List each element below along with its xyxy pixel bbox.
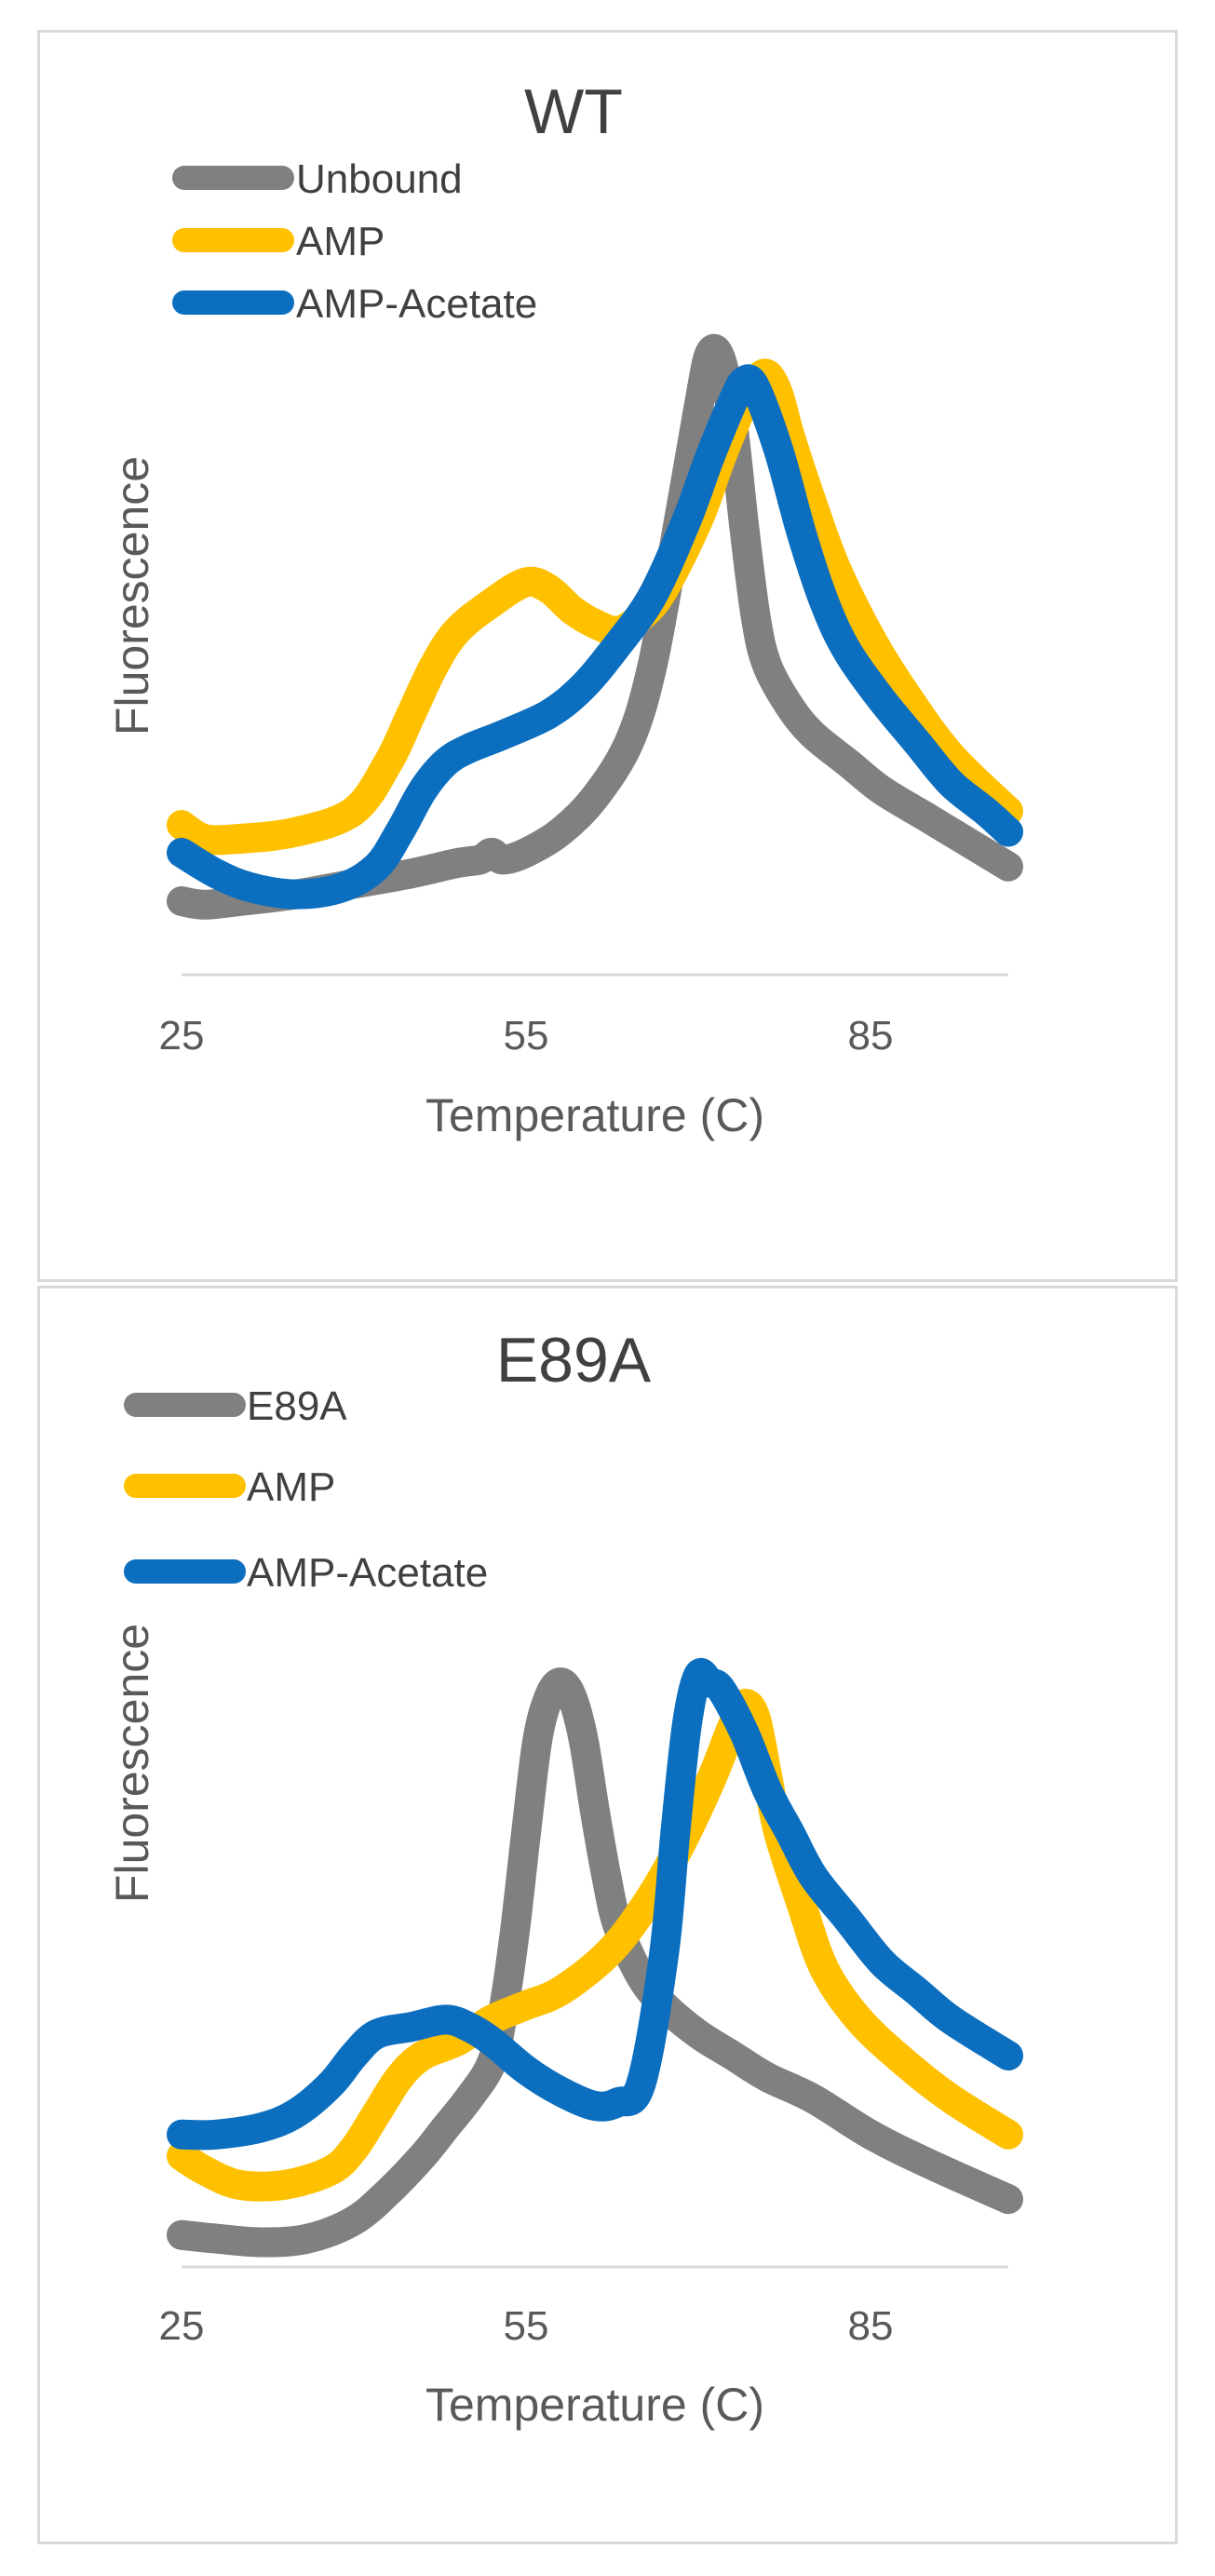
x-tick-label-85: 85 xyxy=(848,1013,894,1059)
legend-label-e89a: E89A xyxy=(247,1383,347,1429)
chart-e89a-svg: E89A E89A AMP AMP-Acetate 25 55 85 Tempe… xyxy=(106,1325,1023,2431)
x-tick-label-55: 55 xyxy=(504,2303,549,2349)
x-tick-label-25: 25 xyxy=(159,1013,205,1059)
plot-area xyxy=(167,334,1023,920)
y-axis-title: Fluorescence xyxy=(106,1624,158,1903)
legend-label-amp-acetate: AMP-Acetate xyxy=(247,1550,488,1596)
chart-title: E89A xyxy=(496,1325,652,1396)
legend-label-unbound: Unbound xyxy=(296,156,463,202)
chart-wt-svg: WT Unbound AMP AMP-Acetate 25 55 85 Temp… xyxy=(106,76,1023,1141)
legend: E89A AMP AMP-Acetate xyxy=(124,1383,488,1596)
chart-panel-wt: WT Unbound AMP AMP-Acetate 25 55 85 Temp… xyxy=(37,30,1178,1282)
series-line-amp xyxy=(167,358,1023,856)
series-line-amp-acetate xyxy=(167,364,1023,910)
y-axis-title: Fluorescence xyxy=(106,456,158,735)
series-line-amp xyxy=(167,1689,1023,2202)
legend-label-amp-acetate: AMP-Acetate xyxy=(296,281,537,327)
x-tick-label-85: 85 xyxy=(848,2303,894,2349)
series-line-e89a xyxy=(167,1667,1023,2258)
chart-title: WT xyxy=(524,76,623,147)
x-axis-title: Temperature (C) xyxy=(425,1089,764,1141)
legend-label-amp: AMP xyxy=(296,219,385,264)
series-line-amp-acetate xyxy=(167,1657,1023,2151)
legend: Unbound AMP AMP-Acetate xyxy=(172,156,537,327)
legend-label-amp: AMP xyxy=(247,1464,335,1510)
chart-panel-e89a: E89A E89A AMP AMP-Acetate 25 55 85 Tempe… xyxy=(37,1286,1178,2544)
plot-area xyxy=(167,1657,1023,2258)
x-tick-label-55: 55 xyxy=(504,1013,549,1059)
x-tick-label-25: 25 xyxy=(159,2303,205,2349)
x-axis-title: Temperature (C) xyxy=(425,2379,764,2431)
